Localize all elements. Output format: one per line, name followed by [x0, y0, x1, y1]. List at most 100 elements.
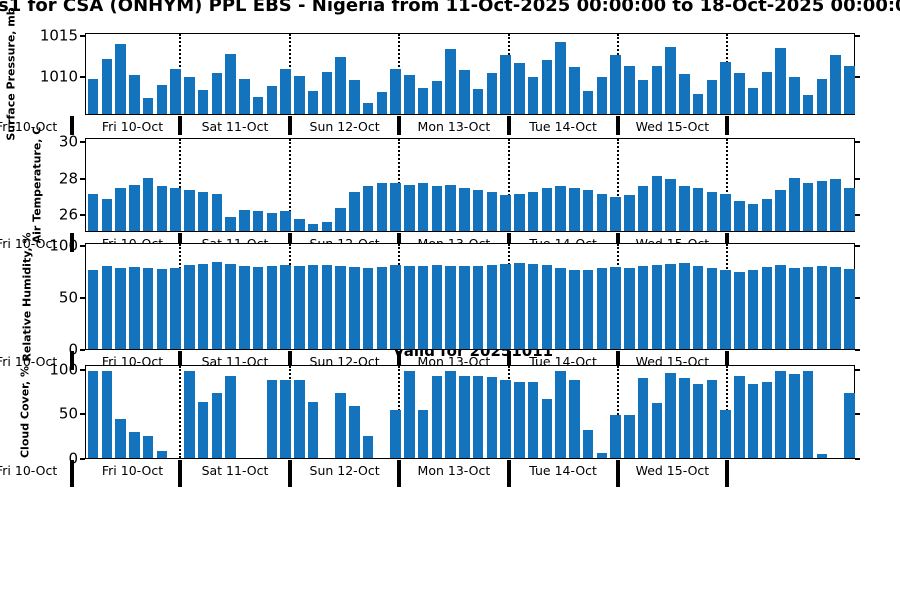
bar — [115, 44, 126, 114]
bar — [87, 270, 99, 349]
bar — [555, 42, 566, 114]
day-boundary-thick-tick — [397, 351, 402, 370]
bar — [129, 267, 140, 349]
bar — [459, 188, 470, 231]
day-label-clipped: Fri 10-Oct — [0, 463, 58, 478]
bar — [610, 55, 621, 114]
bar — [335, 207, 346, 231]
bar — [500, 195, 511, 231]
day-boundary-thick-tick — [178, 116, 182, 135]
y-tick-mark — [80, 297, 85, 300]
bar — [706, 268, 718, 349]
day-label: Fri 10-Oct — [101, 119, 164, 134]
bar — [816, 453, 828, 458]
bar — [349, 267, 360, 349]
bar — [156, 186, 168, 231]
bar — [211, 72, 223, 114]
bar — [129, 432, 140, 458]
day-boundary-gridline — [616, 366, 619, 458]
bar — [569, 188, 580, 231]
bar — [362, 436, 374, 458]
bar — [294, 380, 305, 458]
y-tick-mark — [855, 177, 860, 180]
bar — [417, 88, 429, 114]
day-label: Sun 12-Oct — [309, 463, 380, 478]
bar — [844, 393, 855, 458]
bar — [637, 378, 649, 458]
bar — [720, 193, 731, 231]
y-tick-label: 100 — [49, 236, 78, 255]
bar — [362, 103, 374, 114]
bar — [541, 399, 553, 458]
bar — [844, 188, 855, 231]
panel-cloud-cover — [85, 365, 855, 459]
bar — [197, 401, 209, 458]
bar — [651, 402, 663, 458]
day-label: Sat 11-Oct — [201, 463, 269, 478]
bar — [390, 182, 401, 231]
bar — [225, 375, 236, 458]
bar — [335, 56, 346, 114]
bar — [802, 95, 814, 114]
bar — [170, 69, 181, 114]
bar — [225, 216, 236, 231]
y-tick-mark — [855, 413, 860, 416]
bar — [362, 268, 374, 349]
day-boundary-thick-tick — [397, 116, 402, 135]
bar — [115, 268, 126, 349]
day-boundary-thick-tick — [178, 351, 182, 370]
y-tick-mark — [855, 458, 860, 460]
bar — [197, 264, 209, 349]
bar — [431, 81, 443, 114]
bar — [720, 409, 731, 458]
bar — [280, 265, 291, 349]
bar — [197, 89, 209, 114]
bar — [459, 70, 470, 114]
bar — [87, 371, 99, 458]
bar — [335, 266, 346, 349]
bar — [679, 378, 690, 458]
y-tick-label: 50 — [58, 404, 78, 423]
y-tick-label: 1010 — [39, 67, 78, 86]
bar — [294, 266, 305, 349]
day-boundary-thick-tick — [615, 233, 620, 252]
bar — [624, 195, 635, 231]
y-tick-label: 0 — [68, 340, 78, 359]
y-tick-mark — [80, 413, 85, 416]
bar — [404, 74, 415, 114]
day-label: Fri 10-Oct — [101, 463, 164, 478]
y-tick-mark — [855, 245, 860, 248]
bar — [142, 436, 154, 458]
bar — [830, 179, 841, 231]
bar — [321, 222, 333, 231]
bar — [404, 266, 415, 349]
day-boundary-thick-tick — [288, 116, 292, 135]
day-label: Sat 11-Oct — [201, 119, 269, 134]
bar — [720, 61, 731, 114]
bar — [830, 267, 841, 349]
bar — [706, 191, 718, 231]
bar — [651, 65, 663, 114]
y-tick-mark — [80, 245, 85, 248]
bar — [582, 190, 594, 231]
bar — [142, 177, 154, 231]
bar — [816, 181, 828, 231]
bar — [555, 186, 566, 231]
y-tick-label: 0 — [68, 449, 78, 468]
day-boundary-thick-tick — [725, 351, 729, 370]
day-label-clipped: Fri 10-Oct — [0, 236, 58, 251]
bar — [115, 419, 126, 458]
y-tick-mark — [855, 349, 860, 351]
bar — [596, 268, 608, 349]
bar — [486, 191, 498, 231]
bar — [734, 272, 745, 349]
bar — [472, 266, 484, 349]
bar — [527, 381, 539, 458]
bar — [582, 430, 594, 458]
day-label-clipped: Fri 10-Oct — [0, 119, 58, 134]
bar — [555, 268, 566, 349]
bar — [514, 381, 525, 458]
day-boundary-thick-tick — [70, 233, 74, 252]
bar — [184, 190, 195, 231]
bar — [624, 268, 635, 349]
